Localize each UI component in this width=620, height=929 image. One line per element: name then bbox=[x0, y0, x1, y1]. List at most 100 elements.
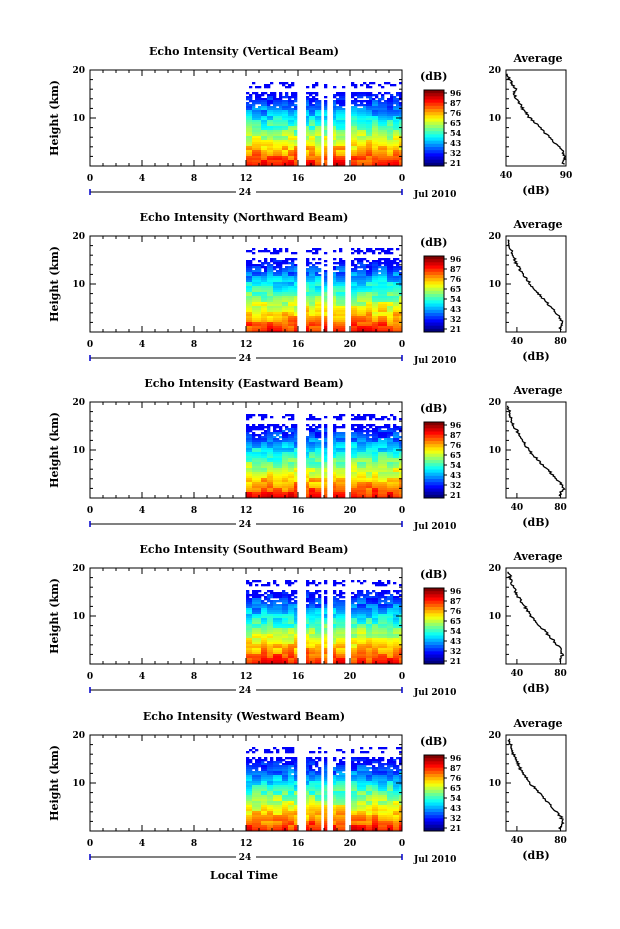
heatmap-cell-904 bbox=[336, 162, 340, 165]
heatmap-cell-550 bbox=[291, 100, 295, 103]
heatmap-cell-775 bbox=[318, 284, 322, 287]
heatmap-cell-164 bbox=[258, 300, 262, 303]
heatmap-cell-1332 bbox=[378, 306, 382, 309]
heatmap-cell-770 bbox=[318, 108, 322, 111]
heatmap-cell-1261 bbox=[372, 312, 376, 315]
heatmap-cell-613 bbox=[294, 320, 298, 323]
heatmap-cell-1252 bbox=[372, 294, 376, 297]
heatmap-cell-1523 bbox=[396, 92, 400, 95]
heatmap-cell-94 bbox=[252, 458, 256, 461]
heatmap-cell-605 bbox=[294, 468, 298, 471]
heatmap-cell-461 bbox=[282, 478, 286, 481]
heatmap-cell-1390 bbox=[384, 116, 388, 119]
heatmap-cell-1227 bbox=[369, 146, 373, 149]
heatmap-cell-774 bbox=[318, 282, 322, 285]
heatmap-cell-1577 bbox=[399, 276, 403, 279]
heatmap-cell-169 bbox=[258, 470, 262, 473]
heatmap-cell-317 bbox=[270, 148, 274, 151]
heatmap-cell-697 bbox=[312, 270, 316, 273]
heatmap-cell-140 bbox=[255, 484, 259, 487]
heatmap-cell-630 bbox=[306, 450, 310, 453]
heatmap-cell-1426 bbox=[387, 262, 391, 265]
heatmap-cell-159 bbox=[258, 290, 262, 293]
heatmap-cell-943 bbox=[339, 478, 343, 481]
heatmap-cell-848 bbox=[333, 120, 337, 123]
heatmap-cell-247 bbox=[264, 158, 268, 161]
heatmap-cell-796 bbox=[318, 482, 322, 485]
heatmap-cell-340 bbox=[273, 120, 277, 123]
heatmap-cell-923 bbox=[339, 298, 343, 301]
heatmap-cell-1094 bbox=[360, 102, 364, 105]
heatmap-cell-481 bbox=[285, 274, 289, 277]
heatmap-cell-27 bbox=[246, 312, 250, 315]
heatmap-cell-1069 bbox=[357, 426, 361, 429]
heatmap-cell-239 bbox=[264, 460, 268, 463]
heatmap-cell-1242 bbox=[369, 472, 373, 475]
heatmap-cell-196 bbox=[261, 130, 265, 133]
heatmap-cell-1198 bbox=[369, 262, 373, 265]
heatmap-cell-719 bbox=[312, 148, 316, 151]
heatmap-cell-1218 bbox=[369, 128, 373, 131]
heatmap-cell-671 bbox=[309, 292, 313, 295]
heatmap-cell-127 bbox=[255, 458, 259, 461]
heatmap-cell-380 bbox=[276, 292, 280, 295]
heatmap-cell-905 bbox=[336, 164, 340, 167]
heatmap-cell-1339 bbox=[378, 320, 382, 323]
heatmap-cell-738 bbox=[315, 438, 319, 441]
heatmap-cell-1177 bbox=[366, 124, 370, 127]
heatmap-cell-1054 bbox=[354, 164, 358, 167]
heatmap-cell-753 bbox=[315, 308, 319, 311]
colorbar-segment-10 bbox=[424, 121, 444, 126]
heatmap-cell-24 bbox=[246, 306, 250, 309]
heatmap-cell-614 bbox=[294, 322, 298, 325]
heatmap-cell-912 bbox=[339, 104, 343, 107]
heatmap-cell-1364 bbox=[378, 492, 382, 495]
heatmap-cell-679 bbox=[309, 142, 313, 145]
heatmap-cell-225 bbox=[264, 278, 268, 281]
heatmap-cell-1098 bbox=[360, 112, 364, 115]
heatmap-cell-200 bbox=[261, 304, 265, 307]
heatmap-cell-1164 bbox=[366, 266, 370, 269]
heatmap-cell-711 bbox=[312, 458, 316, 461]
heatmap-cell-818 bbox=[324, 302, 328, 305]
heatmap-cell-21 bbox=[246, 138, 250, 141]
heatmap-cell-35 bbox=[246, 328, 250, 331]
heatmap-cell-512 bbox=[288, 100, 292, 103]
heatmap-cell-202 bbox=[261, 142, 265, 145]
heatmap-cell-901 bbox=[336, 156, 340, 159]
colorbar-segment-7 bbox=[424, 112, 444, 116]
x-tick-label: 12 bbox=[240, 340, 253, 350]
heatmap-cell-1531 bbox=[393, 324, 397, 327]
heatmap-cell-756 bbox=[315, 146, 319, 149]
heatmap-cell-1007 bbox=[351, 146, 355, 149]
heatmap-cell-787 bbox=[318, 308, 322, 311]
heatmap-cell-444 bbox=[282, 114, 286, 117]
heatmap-cell-1083 bbox=[357, 454, 361, 457]
heatmap-cell-645 bbox=[306, 480, 310, 483]
heatmap-cell-1327 bbox=[378, 296, 382, 299]
heatmap-cell-1327 bbox=[378, 132, 382, 135]
heatmap-cell-877 bbox=[336, 284, 340, 287]
heatmap-cell-319 bbox=[270, 320, 274, 323]
heatmap-cell-116 bbox=[255, 434, 259, 437]
heatmap-cell-349 bbox=[273, 464, 277, 467]
heatmap-cell-654 bbox=[306, 328, 310, 331]
heatmap-cell-23 bbox=[246, 464, 250, 467]
heatmap-cell-1360 bbox=[381, 288, 385, 291]
heatmap-cell-895 bbox=[336, 144, 340, 147]
heatmap-cell-1343 bbox=[378, 328, 382, 331]
heatmap-cell-1403 bbox=[384, 142, 388, 145]
heatmap-cell-751 bbox=[315, 136, 319, 139]
heatmap-cell-781 bbox=[318, 296, 322, 299]
heatmap-cell-330 bbox=[273, 262, 277, 265]
heatmap-cell-1152 bbox=[363, 440, 367, 443]
heatmap-cell-132 bbox=[255, 308, 259, 311]
heatmap-cell-688 bbox=[309, 160, 313, 163]
heatmap-cell-1231 bbox=[369, 154, 373, 157]
heatmap-cell-1155 bbox=[363, 446, 367, 449]
heatmap-cell-723 bbox=[312, 482, 316, 485]
heatmap-cell-1221 bbox=[369, 134, 373, 137]
heatmap-cell-201 bbox=[261, 458, 265, 461]
heatmap-cell-1272 bbox=[372, 164, 376, 167]
heatmap-cell-801 bbox=[324, 264, 328, 267]
